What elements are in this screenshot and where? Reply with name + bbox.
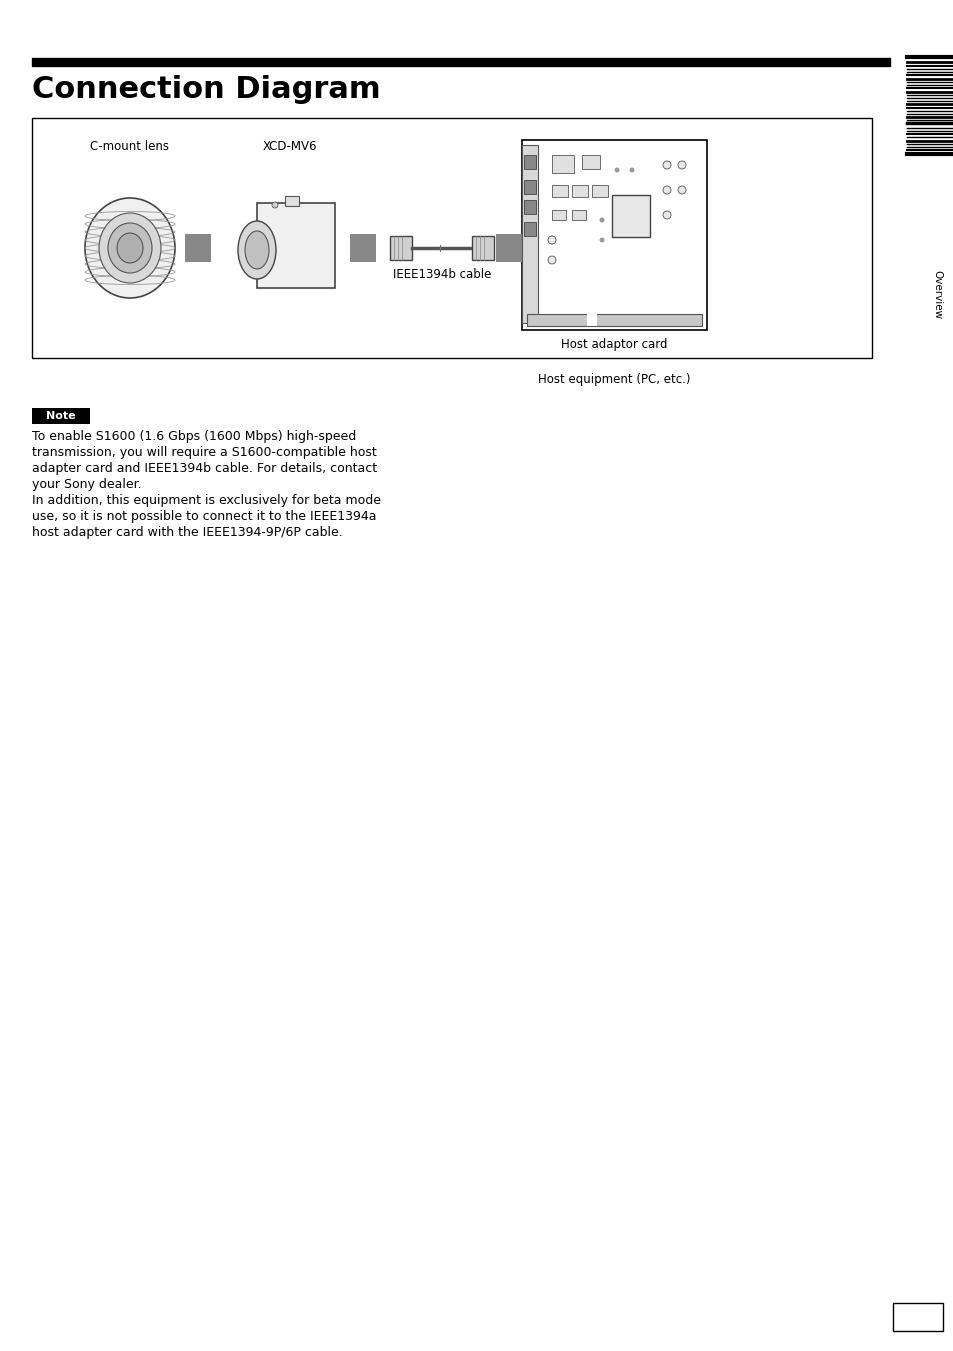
- Bar: [521, 141, 706, 330]
- Circle shape: [629, 168, 634, 173]
- Text: C-mount lens: C-mount lens: [91, 141, 170, 153]
- Circle shape: [662, 211, 670, 219]
- Bar: [572, 209, 585, 220]
- Circle shape: [598, 218, 604, 223]
- Text: host adapter card with the IEEE1394-9P/6P cable.: host adapter card with the IEEE1394-9P/6…: [32, 526, 342, 539]
- Text: Overview: Overview: [931, 270, 941, 320]
- Bar: [285, 196, 298, 205]
- Bar: [496, 234, 521, 262]
- Circle shape: [662, 161, 670, 169]
- Ellipse shape: [245, 231, 269, 269]
- Bar: [523, 222, 536, 236]
- Bar: [350, 234, 375, 262]
- Text: Note: Note: [46, 411, 75, 422]
- Ellipse shape: [85, 199, 174, 299]
- Bar: [526, 313, 701, 326]
- Text: Host adaptor card: Host adaptor card: [560, 338, 667, 351]
- Bar: [32, 58, 889, 66]
- Bar: [592, 185, 607, 197]
- Bar: [552, 155, 574, 173]
- Text: In addition, this equipment is exclusively for beta mode: In addition, this equipment is exclusive…: [32, 494, 380, 507]
- Bar: [552, 209, 565, 220]
- Ellipse shape: [237, 222, 275, 280]
- Text: IEEE1394b cable: IEEE1394b cable: [393, 267, 491, 281]
- Bar: [581, 155, 599, 169]
- Text: transmission, you will require a S1600-compatible host: transmission, you will require a S1600-c…: [32, 446, 376, 459]
- Bar: [523, 155, 536, 169]
- Circle shape: [678, 186, 685, 195]
- Bar: [32, 118, 871, 358]
- Text: Host equipment (PC, etc.): Host equipment (PC, etc.): [537, 373, 690, 386]
- Text: your Sony dealer.: your Sony dealer.: [32, 478, 141, 490]
- Bar: [892, 1302, 942, 1331]
- Bar: [472, 236, 494, 259]
- Bar: [572, 185, 587, 197]
- Text: XCD-MV6: XCD-MV6: [262, 141, 317, 153]
- Bar: [612, 195, 649, 236]
- Text: 5: 5: [912, 1308, 923, 1325]
- Bar: [552, 185, 567, 197]
- Ellipse shape: [117, 232, 143, 263]
- Bar: [523, 200, 536, 213]
- Ellipse shape: [99, 213, 161, 282]
- Text: To enable S1600 (1.6 Gbps (1600 Mbps) high-speed: To enable S1600 (1.6 Gbps (1600 Mbps) hi…: [32, 430, 355, 443]
- Bar: [32, 408, 90, 424]
- Text: Connection Diagram: Connection Diagram: [32, 76, 380, 104]
- Bar: [185, 234, 211, 262]
- Text: use, so it is not possible to connect it to the IEEE1394a: use, so it is not possible to connect it…: [32, 509, 376, 523]
- Circle shape: [662, 186, 670, 195]
- Circle shape: [598, 238, 604, 242]
- Bar: [256, 203, 335, 288]
- Circle shape: [272, 203, 277, 208]
- Circle shape: [678, 161, 685, 169]
- Circle shape: [547, 255, 556, 263]
- Ellipse shape: [108, 223, 152, 273]
- Bar: [390, 236, 412, 259]
- Bar: [586, 313, 597, 326]
- Bar: [523, 180, 536, 195]
- Text: adapter card and IEEE1394b cable. For details, contact: adapter card and IEEE1394b cable. For de…: [32, 462, 376, 476]
- Circle shape: [547, 236, 556, 245]
- Circle shape: [614, 168, 618, 173]
- Bar: [521, 145, 537, 323]
